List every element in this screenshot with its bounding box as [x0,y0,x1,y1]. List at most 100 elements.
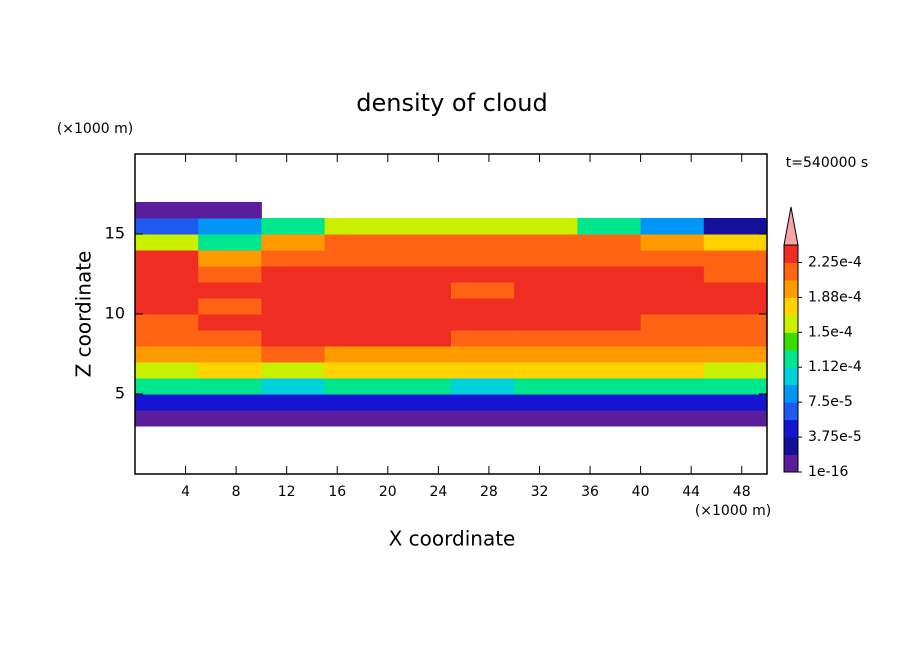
contour-cell [135,202,199,219]
x-tick-label: 8 [232,484,241,500]
contour-cell [324,346,389,363]
colorbar-tick-label: 3.75e-5 [808,429,862,445]
contour-cell [387,410,452,427]
contour-cell [261,314,326,331]
contour-cell [198,314,262,331]
contour-cell [387,218,452,235]
contour-cell [640,250,705,267]
contour-cell [577,314,642,331]
colorbar-segment [784,367,798,386]
contour-cell [577,282,642,299]
contour-cell [135,234,199,251]
y-tick-label: 15 [105,224,125,243]
time-annotation: t=540000 s [786,155,868,171]
contour-cell [324,298,389,315]
contour-cell [387,378,452,395]
contour-cell [703,394,768,411]
contour-cell [198,362,262,379]
contour-cell [198,410,262,427]
contour-cell [451,394,515,411]
contour-cell [451,362,515,379]
contour-cell [514,330,578,347]
contour-cell [514,378,578,395]
contour-cell [135,266,199,283]
contour-cell [198,250,262,267]
contour-cell [640,298,705,315]
contour-cell [577,266,642,283]
x-tick-label: 20 [379,484,397,500]
colorbar-segment [784,297,798,316]
contour-cell [387,394,452,411]
y-unit: (×1000 m) [57,121,133,137]
x-unit: (×1000 m) [695,503,771,519]
colorbar-tick-label: 1.88e-4 [808,289,862,305]
contour-cell [198,266,262,283]
contour-cell [514,410,578,427]
colorbar-segment [784,454,798,473]
contour-cell [387,330,452,347]
contour-cell [640,394,705,411]
contour-cell [577,394,642,411]
x-axis-label: X coordinate [389,527,516,551]
x-tick-label: 28 [480,484,498,500]
colorbar-tick-label: 1e-16 [808,464,848,480]
x-tick-label: 40 [632,484,650,500]
x-tick-label: 16 [328,484,346,500]
contour-cell [640,378,705,395]
contour-cell [451,282,515,299]
colorbar-segment [784,279,798,298]
contour-cell [451,346,515,363]
contour-cell [324,378,389,395]
contour-cell [640,330,705,347]
contour-cell [135,378,199,395]
contour-cell [514,346,578,363]
contour-cell [387,282,452,299]
contour-cell [577,234,642,251]
contour-cell [514,314,578,331]
x-tick-label: 24 [429,484,447,500]
contour-cell [324,250,389,267]
contour-cell [261,250,326,267]
contour-cell [135,282,199,299]
contour-cell [703,362,768,379]
colorbar-extension [783,206,799,246]
contour-cell [577,410,642,427]
contour-cell [577,218,642,235]
contour-cell [703,250,768,267]
contour-cell [640,410,705,427]
contour-cell [514,282,578,299]
contour-cell [261,330,326,347]
contour-cell [198,298,262,315]
colorbar-segment [784,349,798,368]
colorbar-frame [783,244,799,473]
chart-title: density of cloud [356,89,547,117]
contour-cell [261,378,326,395]
contour-cell [640,346,705,363]
contour-cell [198,202,262,219]
contour-cell [198,378,262,395]
x-tick-label: 4 [181,484,190,500]
contour-cell [135,218,199,235]
contour-cell [514,234,578,251]
contour-cell [135,298,199,315]
contour-cell [135,362,199,379]
x-tick-label: 44 [682,484,700,500]
contour-cell [261,410,326,427]
contour-cell [640,362,705,379]
contour-cell [703,234,768,251]
contour-cell [451,298,515,315]
contour-cell [261,362,326,379]
colorbar-segment [784,437,798,456]
contour-cell [387,250,452,267]
contour-cell [324,234,389,251]
contour-cell [324,394,389,411]
contour-cell [198,330,262,347]
contour-cell [387,314,452,331]
contour-cell [387,362,452,379]
contour-cell [703,378,768,395]
contour-cell [514,250,578,267]
contour-cell [577,378,642,395]
contour-cell [261,298,326,315]
